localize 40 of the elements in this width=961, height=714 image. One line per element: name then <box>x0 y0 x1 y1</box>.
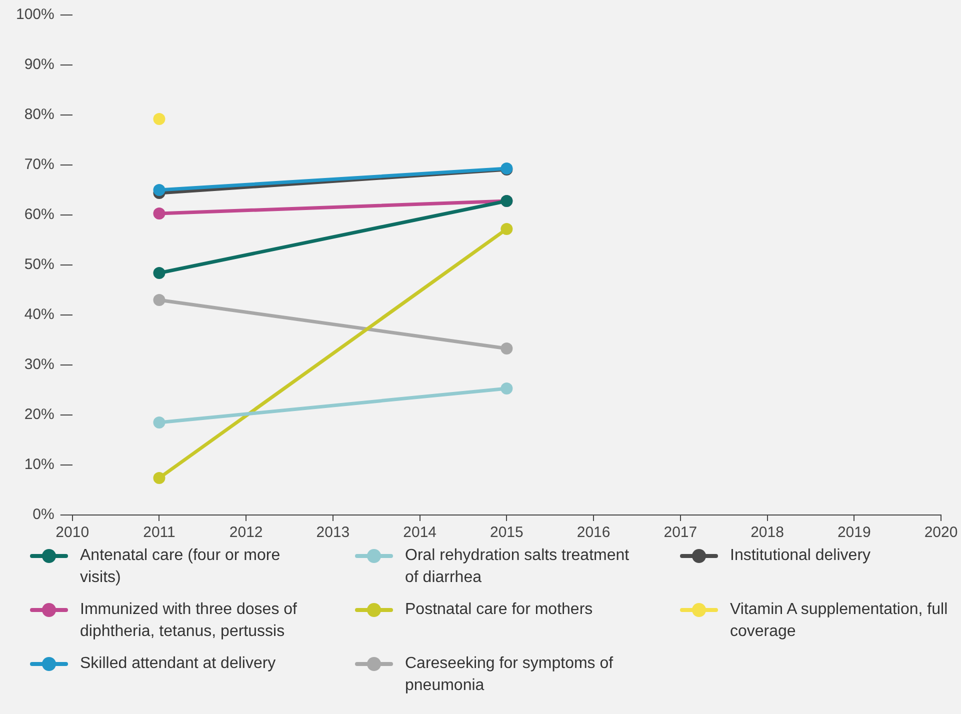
legend-label: Immunized with three doses of diphtheria, tetanus, pertussis <box>80 600 298 642</box>
y-tick-label: 100% <box>16 6 54 24</box>
x-tick-label: 2014 <box>403 524 437 542</box>
x-tick-label: 2013 <box>316 524 350 542</box>
y-tick-label: 30% <box>24 356 54 374</box>
point <box>153 267 166 279</box>
x-tick-label: 2017 <box>664 524 698 542</box>
point <box>500 382 513 394</box>
x-tick-label: 2020 <box>924 524 958 542</box>
x-tick-label: 2010 <box>56 524 90 542</box>
point <box>153 472 166 484</box>
y-tick-label: 60% <box>24 206 54 224</box>
point <box>153 184 166 196</box>
y-tick-label: 0% <box>32 506 54 524</box>
y-tick-label: 70% <box>24 156 54 174</box>
point <box>500 223 513 235</box>
legend-label: Skilled attendant at delivery <box>80 654 277 674</box>
y-tick-label: 50% <box>24 256 54 274</box>
point <box>153 113 166 125</box>
point <box>153 294 166 306</box>
x-tick-label: 2011 <box>143 524 176 542</box>
y-tick-label: 80% <box>24 106 54 124</box>
legend-label: Antenatal care (four or more visits) <box>80 546 282 588</box>
x-tick-label: 2018 <box>750 524 784 542</box>
y-tick-label: 90% <box>24 56 54 74</box>
point <box>153 416 166 428</box>
legend-label: Vitamin A supplementation, full coverage <box>730 600 949 642</box>
x-tick-label: 2015 <box>490 524 524 542</box>
legend-label: Institutional delivery <box>730 546 872 566</box>
legend-label: Postnatal care for mothers <box>405 600 594 620</box>
y-tick-label: 20% <box>24 406 54 424</box>
y-tick-label: 10% <box>24 456 54 474</box>
legend-label: Careseeking for symptoms of pneumonia <box>405 654 614 696</box>
point <box>500 342 513 354</box>
y-tick-label: 40% <box>24 306 54 324</box>
point <box>153 208 166 220</box>
x-tick-label: 2019 <box>837 524 871 542</box>
x-tick-label: 2012 <box>229 524 263 542</box>
x-tick-label: 2016 <box>576 524 610 542</box>
legend-label: Oral rehydration salts treatment of diarrhea <box>405 546 630 588</box>
